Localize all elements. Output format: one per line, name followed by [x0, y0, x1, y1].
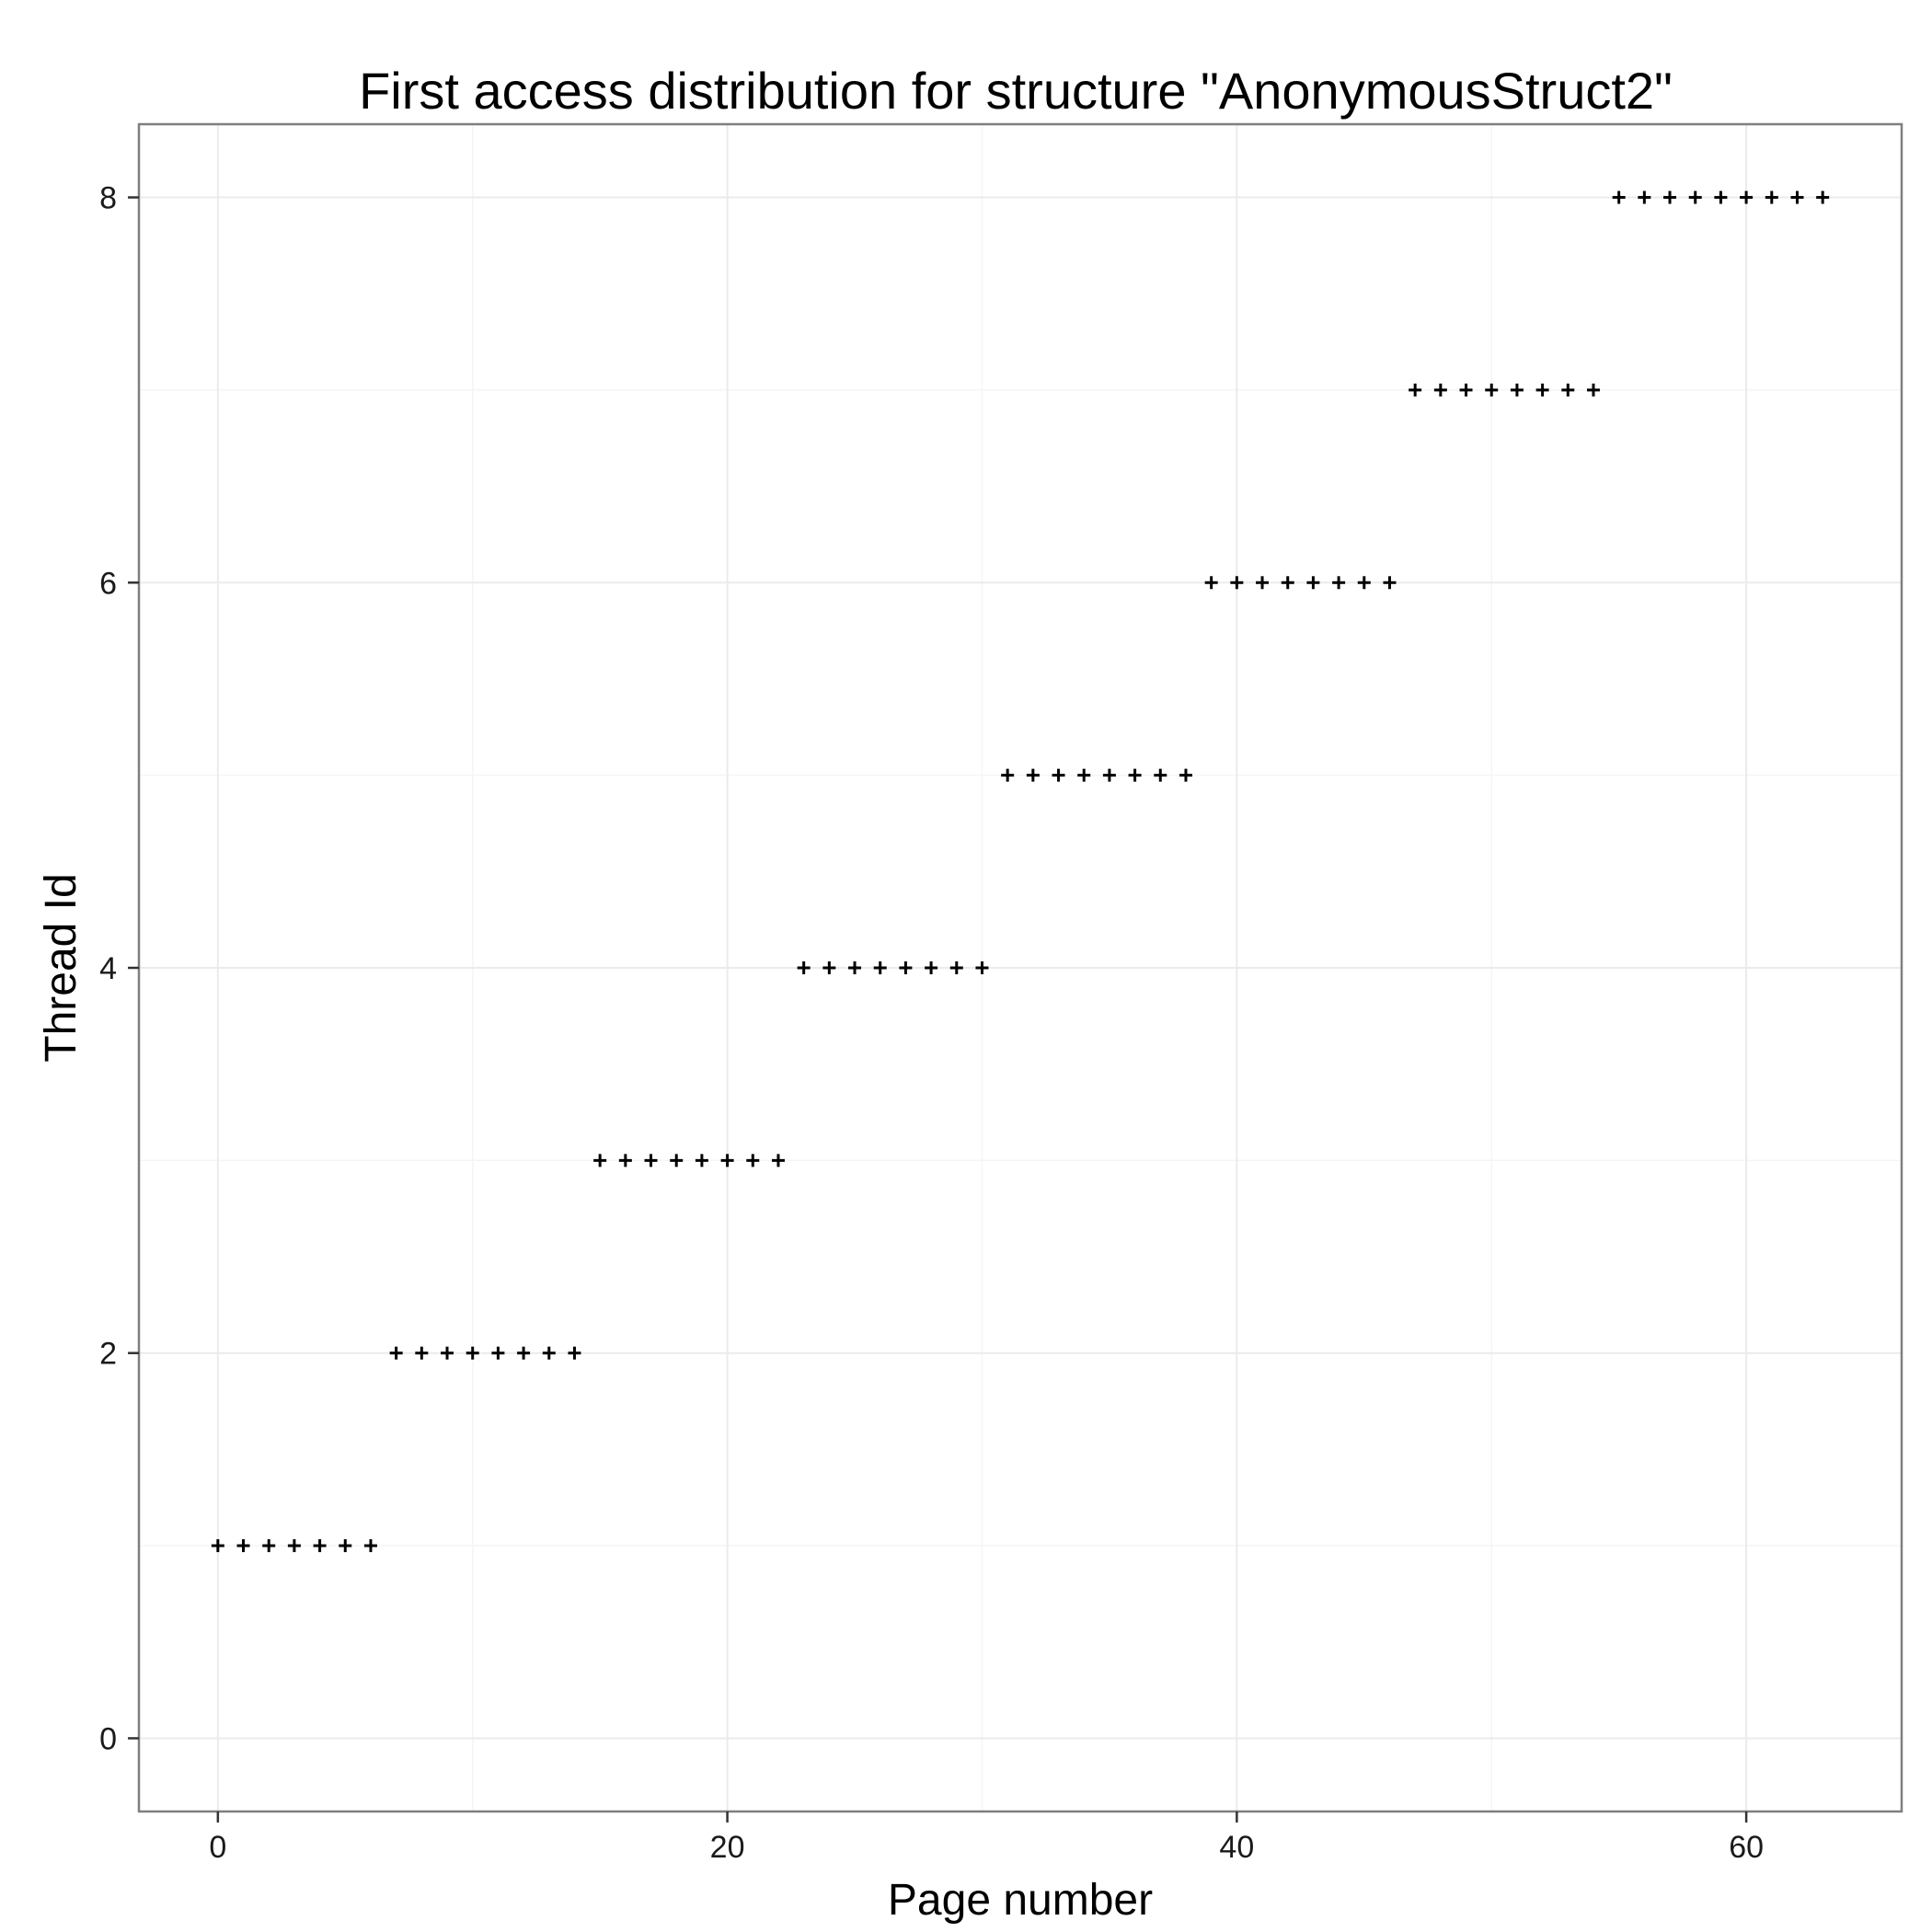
data-point: [644, 1154, 658, 1167]
data-point: [568, 1346, 581, 1360]
data-point: [441, 1346, 454, 1360]
x-tick-label: 60: [1729, 1830, 1764, 1865]
data-point: [1586, 383, 1600, 397]
data-point: [1433, 383, 1447, 397]
data-point: [1052, 768, 1065, 782]
data-point: [1001, 768, 1015, 782]
data-point: [1154, 768, 1167, 782]
y-tick-label: 2: [99, 1337, 117, 1372]
data-point: [313, 1539, 327, 1553]
data-point: [211, 1539, 224, 1553]
data-point: [975, 961, 989, 974]
data-point: [873, 961, 887, 974]
data-point: [1510, 383, 1524, 397]
y-tick-label: 6: [99, 566, 117, 601]
data-point: [848, 961, 862, 974]
data-point: [1714, 190, 1728, 204]
x-tick-label: 0: [209, 1830, 226, 1865]
data-point: [1230, 576, 1244, 590]
data-point: [1459, 383, 1473, 397]
data-point: [1077, 768, 1091, 782]
data-point: [1281, 576, 1294, 590]
data-point: [491, 1346, 505, 1360]
data-point: [822, 961, 836, 974]
axis-tick-labels: 0 20 40 60 0 2 4 6 8: [99, 181, 1764, 1865]
data-point: [925, 961, 938, 974]
data-point: [287, 1539, 301, 1553]
data-point: [949, 961, 963, 974]
data-point: [389, 1346, 403, 1360]
data-point: [1256, 576, 1270, 590]
data-point: [1612, 190, 1626, 204]
data-point: [1128, 768, 1142, 782]
y-tick-label: 0: [99, 1721, 117, 1756]
data-point: [1102, 768, 1116, 782]
data-point: [1561, 383, 1575, 397]
data-point: [746, 1154, 760, 1167]
data-point: [1790, 190, 1804, 204]
y-axis-label: Thread Id: [37, 873, 86, 1062]
data-point: [1306, 576, 1320, 590]
data-point: [363, 1539, 377, 1553]
data-point: [542, 1346, 556, 1360]
data-point: [899, 961, 913, 974]
data-point: [1026, 768, 1040, 782]
data-point: [1485, 383, 1499, 397]
data-point: [1663, 190, 1677, 204]
data-point: [262, 1539, 276, 1553]
data-point: [593, 1154, 607, 1167]
data-point: [1535, 383, 1549, 397]
data-points: [211, 190, 1830, 1553]
data-point: [1332, 576, 1346, 590]
data-point: [720, 1154, 734, 1167]
data-point: [466, 1346, 479, 1360]
data-point: [1383, 576, 1397, 590]
data-point: [1688, 190, 1702, 204]
data-point: [1638, 190, 1651, 204]
data-point: [670, 1154, 684, 1167]
y-tick-label: 8: [99, 181, 117, 216]
y-tick-label: 4: [99, 951, 117, 986]
data-point: [1765, 190, 1778, 204]
x-axis-label: Page number: [888, 1876, 1153, 1925]
data-point: [1409, 383, 1422, 397]
data-point: [618, 1154, 632, 1167]
x-tick-label: 20: [710, 1830, 745, 1865]
x-tick-label: 40: [1219, 1830, 1254, 1865]
data-point: [339, 1539, 352, 1553]
data-point: [517, 1346, 531, 1360]
chart-title: First access distribution for structure …: [359, 62, 1673, 120]
data-point: [771, 1154, 785, 1167]
data-point: [797, 961, 811, 974]
grid-lines: [139, 124, 1902, 1811]
data-point: [1816, 190, 1830, 204]
data-point: [1357, 576, 1371, 590]
data-point: [415, 1346, 429, 1360]
data-point: [236, 1539, 250, 1553]
data-point: [1179, 768, 1192, 782]
data-point: [1740, 190, 1754, 204]
data-point: [695, 1154, 708, 1167]
axis-ticks: [128, 196, 1748, 1823]
data-point: [1204, 576, 1218, 590]
